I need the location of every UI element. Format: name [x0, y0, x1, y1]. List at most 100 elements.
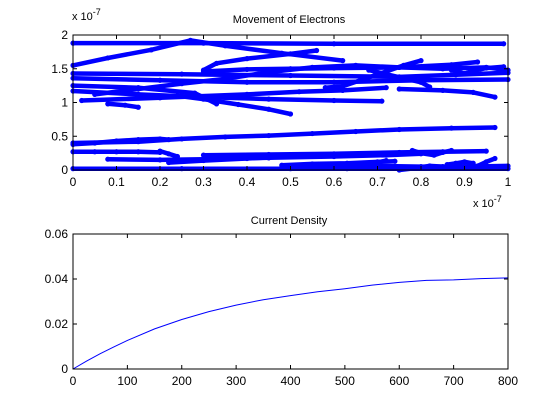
electron-point	[414, 165, 420, 171]
electron-point	[157, 148, 163, 154]
current-density-x-tick-label: 400	[280, 374, 300, 388]
electron-point	[200, 152, 207, 158]
electron-point	[287, 51, 294, 57]
electron-plot-x-exponent: x 10-7	[473, 194, 502, 210]
electron-plot-x-tick-label: 0.1	[108, 175, 125, 189]
electron-point	[222, 76, 228, 82]
electron-point	[179, 136, 185, 142]
electron-track	[344, 158, 389, 171]
electron-point	[470, 160, 476, 166]
electron-point	[157, 157, 163, 163]
current-density-plot: Current Density 0 100 200 300 400 500 600 700 80…	[45, 215, 519, 388]
electron-plot-x-tick-label: 0.4	[239, 175, 256, 189]
electron-point	[157, 136, 163, 142]
electron-track	[70, 40, 506, 47]
electron-point	[92, 140, 98, 146]
electron-point	[470, 89, 476, 95]
electron-point	[331, 65, 337, 71]
current-density-x-tick-label: 100	[117, 374, 137, 388]
current-density-title: Current Density	[251, 215, 328, 227]
electron-point	[492, 94, 498, 100]
electron-point	[440, 87, 446, 93]
electron-point	[379, 98, 385, 104]
electron-plot-y-tick-label: 2	[61, 28, 68, 42]
electron-point	[453, 160, 459, 166]
electron-point	[383, 85, 389, 91]
electron-point	[287, 72, 294, 79]
electron-point	[461, 70, 468, 77]
electron-movement-plot: Movement of Electrons x 10-7 x 10-7 0 0.1…	[51, 7, 511, 210]
current-density-y-tick-label: 0	[61, 362, 68, 376]
electron-point	[79, 97, 85, 104]
electron-point	[105, 156, 111, 162]
electron-point	[287, 153, 294, 160]
electron-point	[92, 91, 98, 97]
electron-point	[244, 79, 250, 85]
electron-point	[174, 153, 180, 160]
electron-point	[200, 67, 207, 73]
electron-plot-y-tick-label: 0	[61, 163, 68, 177]
electron-point	[105, 55, 111, 61]
electron-point	[166, 137, 172, 143]
electron-plot-x-tick-label: 0.2	[152, 175, 169, 189]
electron-point	[344, 160, 350, 166]
electron-point	[440, 149, 446, 156]
electron-point	[453, 165, 459, 171]
current-density-y-tick-label: 0.06	[45, 227, 69, 241]
electron-point	[474, 59, 481, 65]
electron-point	[474, 163, 481, 169]
electron-point	[266, 106, 272, 112]
electron-point	[418, 150, 424, 156]
electron-point	[200, 157, 207, 164]
electron-plot-title: Movement of Electrons	[233, 14, 346, 26]
electron-point	[409, 147, 415, 154]
electron-point	[309, 161, 315, 167]
electron-plot-x-tick-label: 1	[505, 175, 512, 189]
current-density-y-tick-label: 0.02	[45, 317, 69, 331]
electron-plot-x-tick-label: 0.9	[456, 175, 473, 189]
electron-point	[396, 126, 402, 133]
electron-point	[166, 151, 172, 157]
current-density-x-tick-label: 600	[389, 374, 409, 388]
electron-point	[135, 149, 141, 155]
electron-point	[322, 85, 328, 91]
electron-point	[244, 91, 250, 97]
electron-plot-x-tick-label: 0.8	[413, 175, 430, 189]
current-density-x-tick-label: 0	[70, 374, 77, 388]
electron-point	[448, 62, 455, 68]
current-density-x-tick-label: 800	[498, 374, 518, 388]
current-density-frame	[72, 233, 509, 370]
electron-plot-x-tick-label: 0	[70, 175, 77, 189]
electron-point	[287, 66, 294, 72]
current-density-x-tick-label: 500	[335, 374, 355, 388]
electron-point	[200, 96, 207, 102]
electron-point	[331, 151, 337, 157]
electron-point	[113, 149, 120, 155]
current-density-x-tick-label: 300	[226, 374, 246, 388]
electron-point	[401, 62, 407, 68]
electron-point	[92, 149, 98, 155]
current-density-x-tick-label: 200	[172, 374, 192, 388]
electron-point	[331, 79, 337, 85]
current-density-series	[72, 277, 509, 370]
electron-point	[174, 93, 180, 99]
electron-trajectories	[70, 37, 511, 173]
electron-point	[340, 58, 346, 64]
electron-point	[244, 155, 250, 162]
electron-point	[492, 155, 498, 162]
electron-point	[244, 66, 250, 73]
electron-track	[70, 75, 511, 85]
electron-point	[213, 60, 220, 66]
electron-track	[79, 85, 389, 103]
electron-point	[501, 41, 507, 47]
electron-point	[361, 76, 368, 82]
electron-plot-x-tick-label: 0.5	[282, 175, 299, 189]
electron-point	[179, 71, 185, 77]
electron-point	[266, 96, 272, 102]
electron-point	[461, 159, 468, 165]
electron-point	[448, 125, 455, 131]
electron-point	[187, 37, 194, 44]
electron-point	[135, 91, 141, 97]
current-density-x-tick-label: 700	[444, 374, 464, 388]
electron-point	[427, 163, 433, 169]
